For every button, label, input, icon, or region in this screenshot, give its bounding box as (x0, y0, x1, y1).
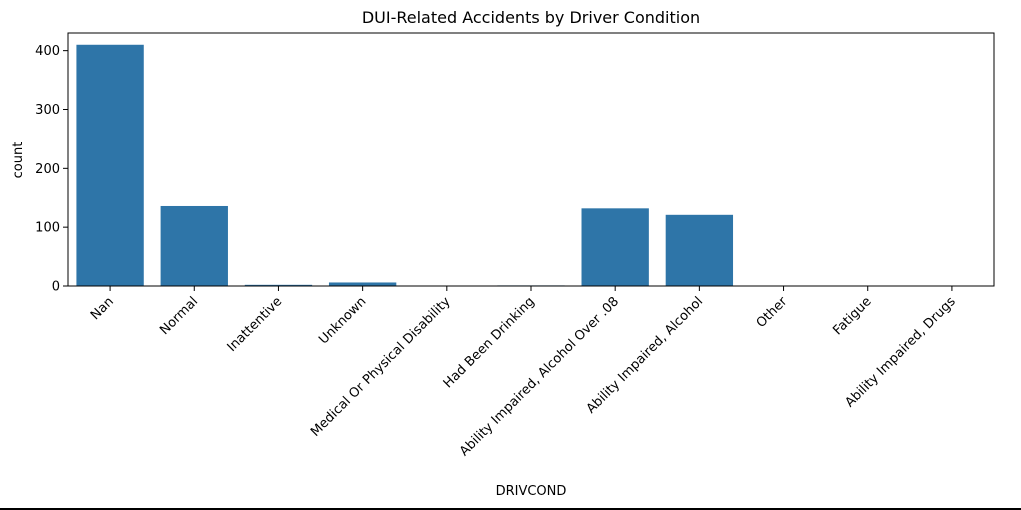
bar (160, 205, 228, 286)
y-axis-label: count (11, 142, 26, 179)
x-tick-label: Fatigue (830, 294, 874, 338)
bar (328, 282, 397, 286)
y-tick-label: 100 (35, 221, 60, 236)
x-tick-label: Nan (88, 294, 117, 323)
y-ticks-group: 0 100 200 300 400 (35, 44, 68, 295)
x-tick-label: Unknown (316, 294, 369, 347)
x-tick-label: Inattentive (225, 294, 286, 355)
bar (76, 44, 144, 286)
chart-title: DUI-Related Accidents by Driver Conditio… (362, 8, 700, 27)
plot-frame (67, 32, 995, 287)
x-tick-label: Ability Impaired, Alcohol Over .08 (457, 294, 622, 459)
y-tick-label: 400 (35, 44, 60, 59)
y-tick-label: 200 (35, 162, 60, 177)
x-tick-label: Had Been Drinking (441, 294, 538, 391)
x-axis-label: DRIVCOND (496, 484, 567, 499)
bars-group (76, 44, 734, 286)
bar (665, 214, 734, 286)
x-tick-label: Other (754, 294, 791, 331)
bar (244, 284, 313, 286)
x-tick-label: Medical Or Physical Disability (308, 294, 454, 440)
bottom-rule (0, 508, 1021, 510)
y-tick-label: 0 (52, 280, 60, 295)
y-tick-label: 300 (35, 103, 60, 118)
x-tick-label: Normal (157, 294, 201, 338)
bar (581, 208, 649, 286)
